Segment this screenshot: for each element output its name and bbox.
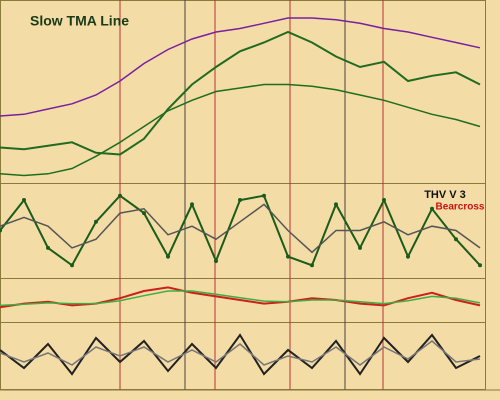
osc-dot [430, 206, 434, 211]
osc-dot [70, 263, 74, 268]
osc-dot [214, 258, 218, 263]
osc-dot [478, 263, 482, 268]
osc-dot [238, 198, 242, 203]
osc-dot [46, 245, 50, 250]
series-line [0, 333, 481, 376]
osc-dot [190, 202, 194, 207]
series-line [0, 83, 481, 177]
osc-dot [142, 211, 146, 216]
osc-dot [94, 219, 98, 224]
series-line [0, 340, 481, 366]
annotation: Bearcross [436, 202, 485, 213]
osc-dot [166, 254, 170, 259]
osc-dot [262, 193, 266, 198]
series-line [0, 203, 481, 254]
panel-title: THV V 3 [424, 189, 466, 201]
osc-dot [22, 198, 26, 203]
osc-dot [454, 237, 458, 242]
series-line [0, 286, 481, 309]
series-line [0, 290, 481, 307]
osc-dot [358, 245, 362, 250]
osc-dot [382, 198, 386, 203]
osc-dot [310, 263, 314, 268]
vertical-lines [119, 0, 384, 390]
panel-title: Slow TMA Line [30, 13, 129, 29]
osc-dot [334, 202, 338, 207]
series-line [0, 30, 481, 156]
osc-dot [286, 254, 290, 259]
osc-dot [0, 228, 2, 233]
osc-dot [118, 193, 122, 198]
series-line [0, 17, 481, 117]
osc-dot [406, 254, 410, 259]
